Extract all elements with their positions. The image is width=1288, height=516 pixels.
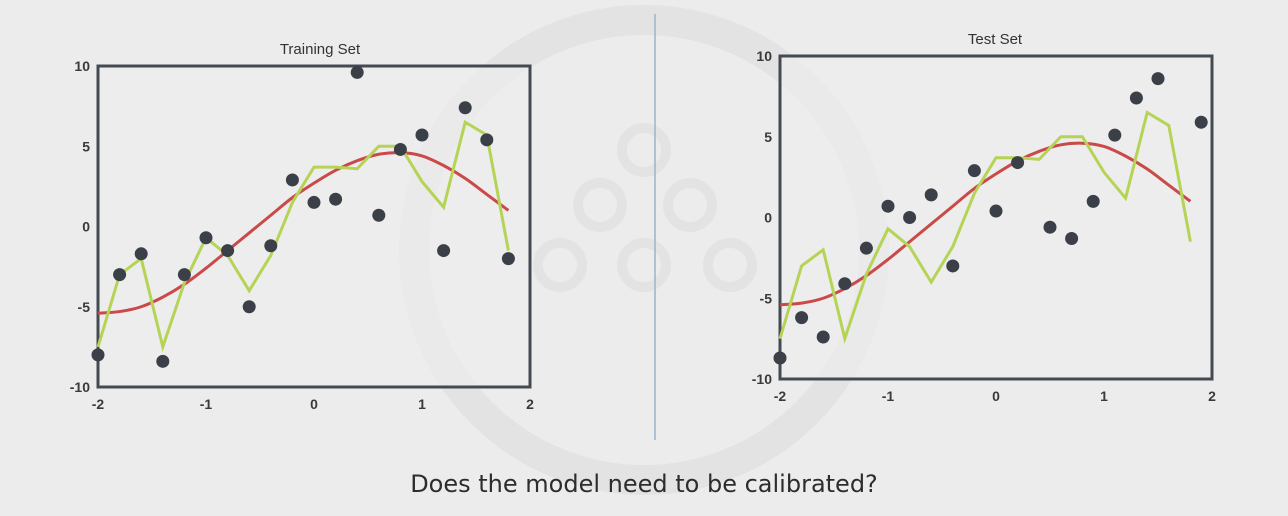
y-tick-label: -5	[760, 290, 773, 306]
data-point	[946, 259, 960, 273]
data-point	[838, 277, 852, 291]
data-point	[458, 101, 472, 115]
data-point	[881, 199, 895, 213]
x-tick-label: 2	[1208, 388, 1216, 404]
y-tick-label: -5	[78, 299, 91, 315]
data-point	[1065, 231, 1079, 245]
caption-question: Does the model need to be calibrated?	[410, 470, 878, 498]
data-point	[1086, 194, 1100, 208]
chart-title: Training Set	[280, 41, 361, 58]
y-tick-label: -10	[70, 379, 90, 395]
y-tick-label: 10	[74, 58, 90, 74]
data-point	[415, 128, 429, 142]
data-point	[859, 241, 873, 255]
y-tick-label: 5	[764, 129, 772, 145]
data-point	[242, 300, 256, 314]
plot-frame	[96, 64, 532, 389]
data-point	[372, 208, 386, 222]
data-point	[1011, 156, 1025, 170]
data-point	[1108, 128, 1122, 142]
data-point	[199, 231, 213, 245]
data-point	[924, 188, 938, 202]
data-point	[91, 348, 105, 362]
y-tick-label: 0	[764, 210, 772, 226]
y-tick-label: -10	[752, 371, 772, 387]
data-point	[134, 247, 148, 261]
x-tick-label: 1	[1100, 388, 1108, 404]
y-tick-label: 10	[756, 48, 772, 64]
data-point	[264, 239, 278, 253]
watermark-logo-nodes	[533, 123, 757, 292]
data-point	[773, 351, 787, 365]
data-point	[903, 211, 917, 224]
x-tick-label: 0	[992, 388, 1000, 404]
overfit-line	[778, 110, 1192, 345]
data-point	[393, 142, 407, 156]
data-point	[113, 268, 127, 282]
x-tick-label: 2	[526, 396, 534, 412]
data-point	[1129, 91, 1143, 105]
data-point	[156, 354, 170, 368]
data-point	[989, 204, 1003, 218]
data-point	[437, 244, 451, 258]
data-point	[967, 164, 981, 178]
data-point	[177, 268, 191, 282]
data-point	[1194, 115, 1208, 129]
x-tick-label: 1	[418, 396, 426, 412]
data-point	[307, 195, 321, 209]
x-tick-label: 0	[310, 396, 318, 412]
chart-title: Test Set	[968, 31, 1023, 48]
data-point	[1151, 72, 1165, 86]
y-tick-label: 5	[82, 138, 90, 154]
x-tick-label: -2	[92, 396, 105, 412]
data-point	[816, 330, 830, 344]
data-point	[285, 173, 299, 187]
x-tick-label: -1	[200, 396, 213, 412]
data-point	[329, 192, 343, 206]
data-point	[350, 65, 364, 79]
data-point	[501, 252, 515, 266]
data-point	[1043, 220, 1057, 234]
y-tick-label: 0	[82, 219, 90, 235]
x-tick-label: -2	[774, 388, 787, 404]
data-point	[480, 133, 494, 147]
x-tick-label: -1	[882, 388, 895, 404]
data-point	[795, 311, 809, 325]
overfit-line	[96, 119, 510, 353]
data-point	[221, 244, 235, 258]
smooth-fit-curve	[97, 151, 510, 315]
